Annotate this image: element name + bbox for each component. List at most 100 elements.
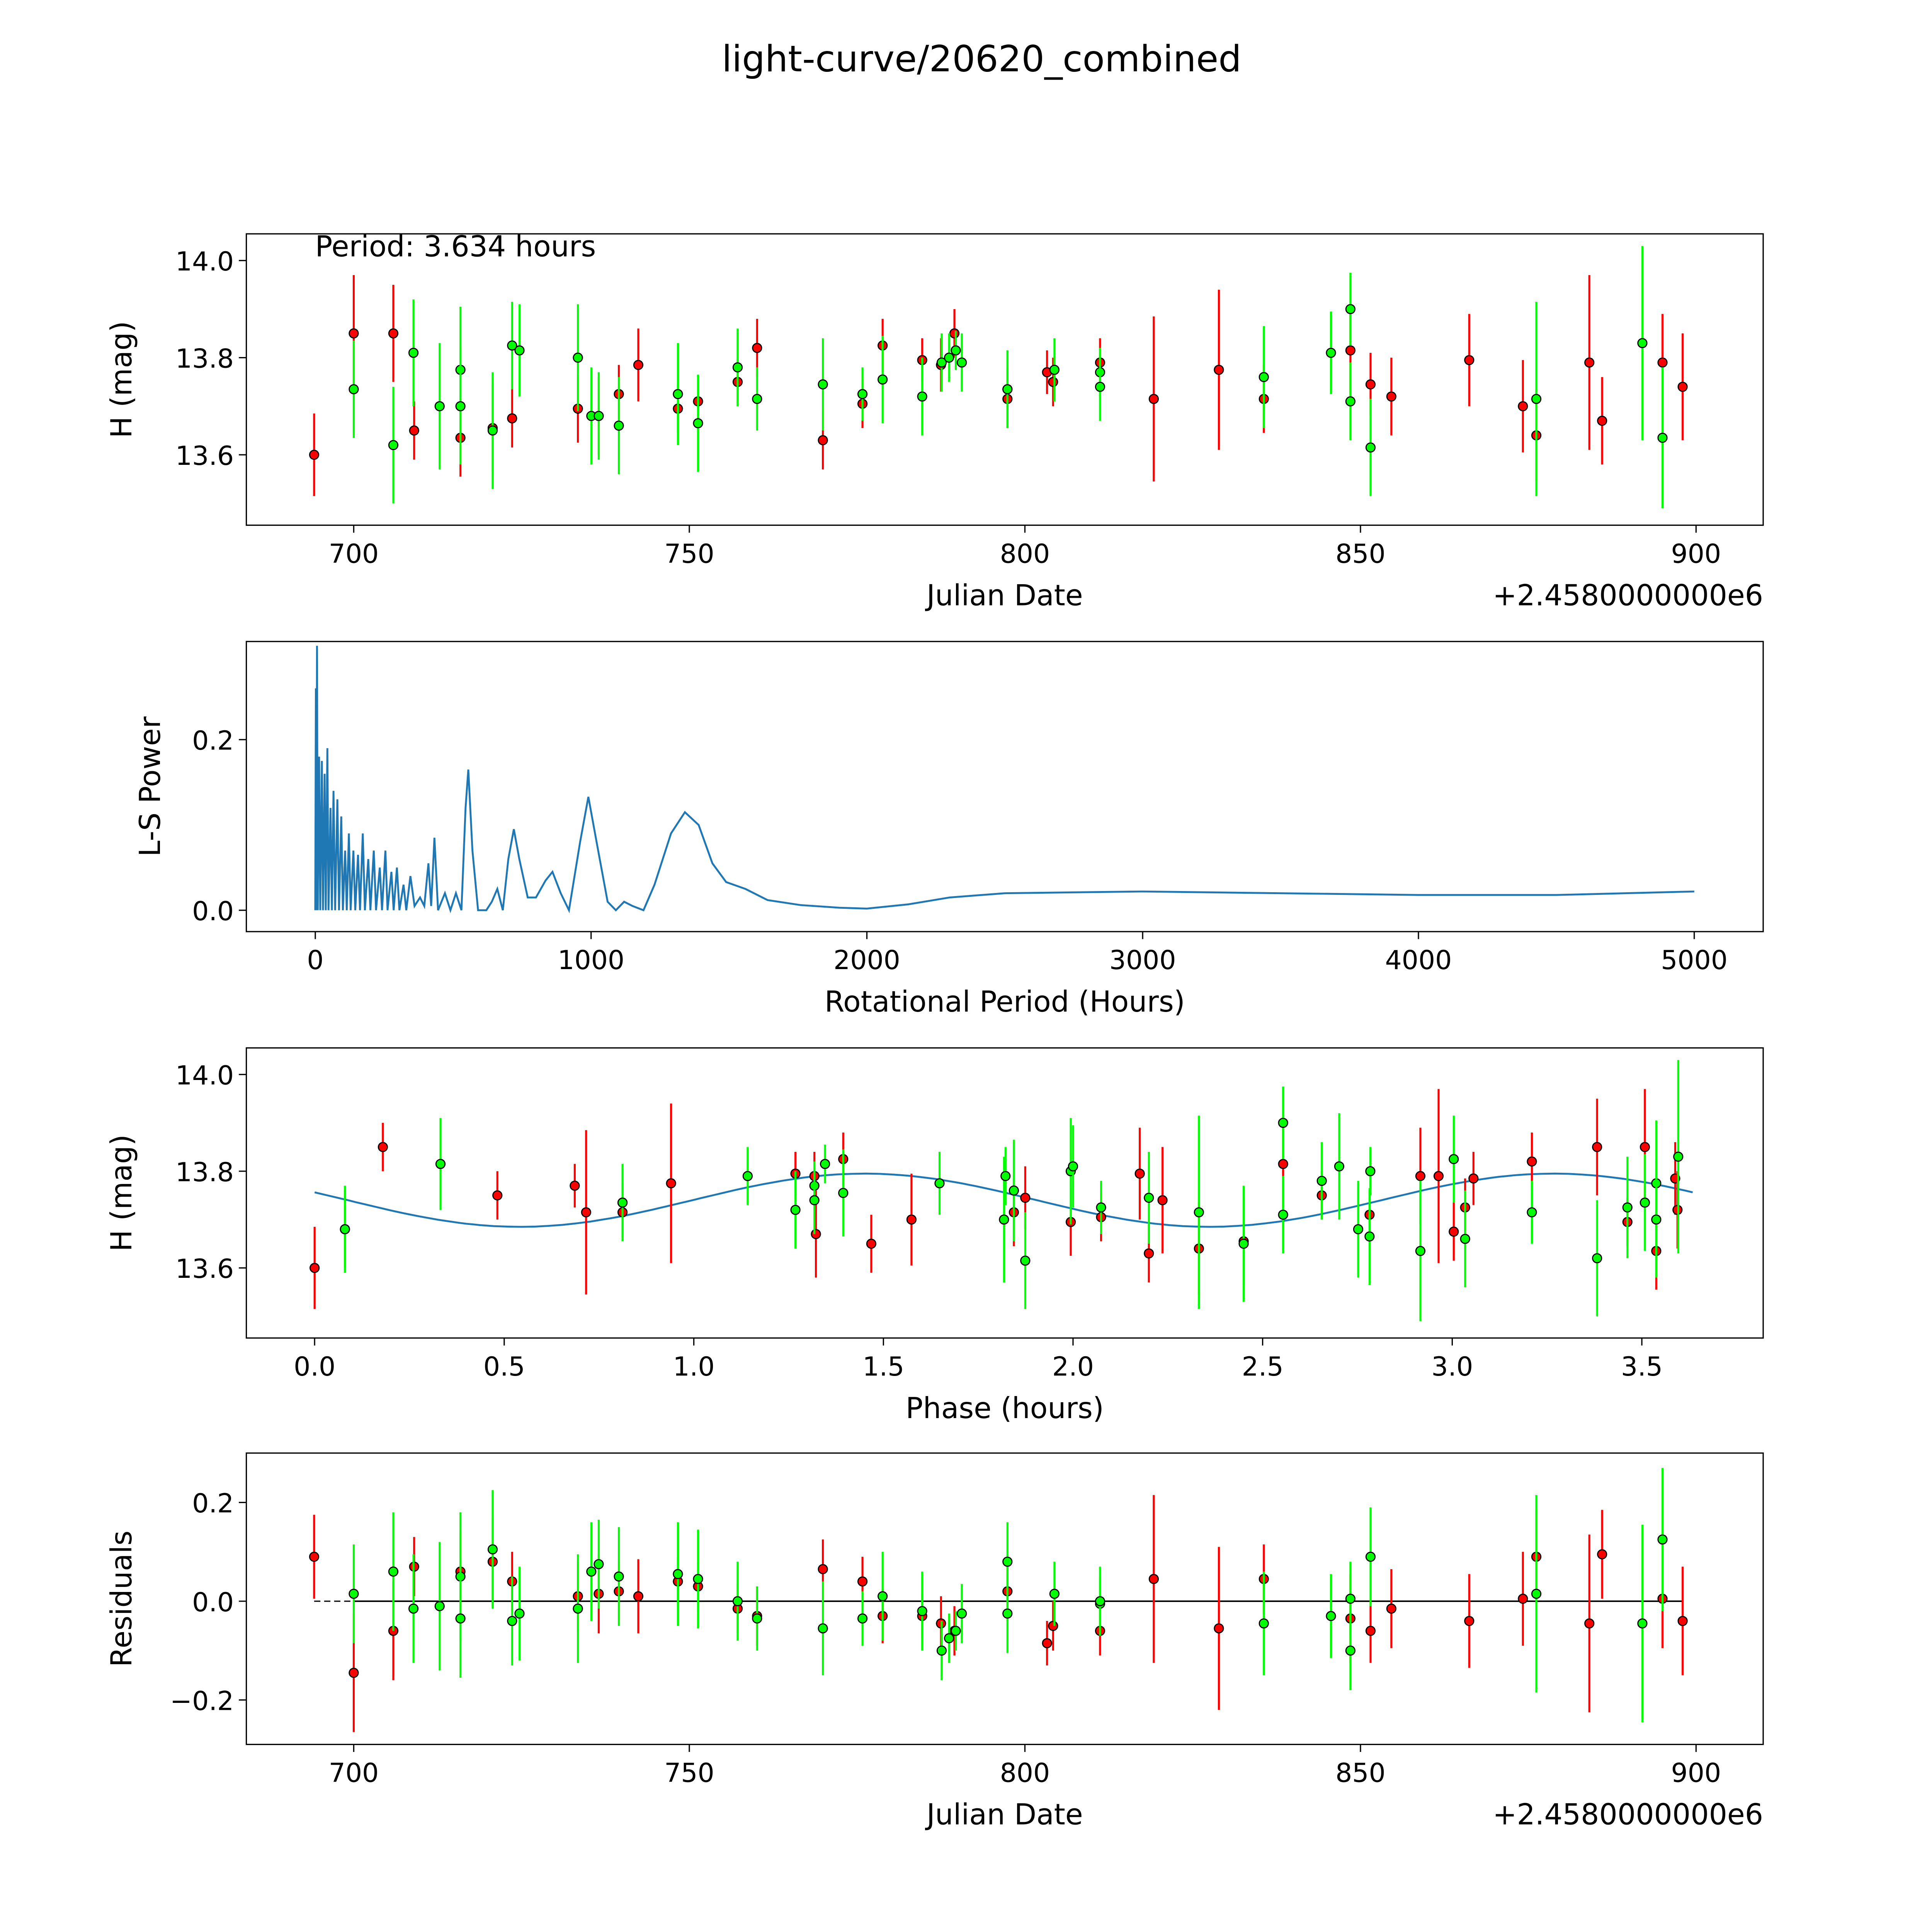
data-point <box>408 347 419 358</box>
data-point <box>1637 338 1648 349</box>
data-point <box>617 1197 628 1208</box>
data-point <box>1415 1171 1426 1181</box>
data-point <box>349 1588 359 1599</box>
data-point <box>1345 1594 1355 1604</box>
data-point <box>1518 401 1528 412</box>
data-point <box>1592 1253 1602 1264</box>
data-point <box>1365 442 1376 453</box>
data-point <box>1531 1588 1542 1599</box>
data-point <box>1096 1202 1106 1213</box>
data-point <box>906 1214 917 1225</box>
data-point <box>857 1613 868 1624</box>
data-point <box>1657 357 1668 368</box>
data-point <box>570 1180 580 1191</box>
data-point <box>732 1596 743 1607</box>
data-point <box>435 1159 446 1169</box>
data-point <box>957 357 967 368</box>
x-tick-label: 800 <box>1000 539 1050 569</box>
data-point <box>409 425 419 436</box>
data-point <box>1345 304 1355 315</box>
x-tick-label: 900 <box>1671 1758 1721 1789</box>
data-point <box>1144 1248 1154 1259</box>
figure-title: light-curve/20620_combined <box>722 38 1242 80</box>
data-point <box>1326 1611 1336 1621</box>
data-point <box>1148 1574 1159 1584</box>
data-point <box>1002 1556 1013 1567</box>
data-point <box>1278 1117 1288 1128</box>
data-point <box>1677 1616 1688 1626</box>
data-point <box>878 1591 888 1602</box>
data-point <box>1449 1226 1459 1237</box>
axes-frame <box>245 233 1764 526</box>
y-tick-label: 0.0 <box>192 896 234 927</box>
x-tick-label: 700 <box>329 1758 379 1789</box>
data-point <box>633 1591 644 1602</box>
light-curve-panel: 700 750 800 850 900 13.6 13.8 14.0 Julian Date H … <box>105 233 1764 612</box>
data-point <box>1278 1159 1288 1169</box>
data-point <box>1415 1246 1426 1256</box>
y-tick-label: 13.6 <box>175 441 234 471</box>
data-point <box>388 328 399 338</box>
data-point <box>944 352 954 363</box>
data-point <box>878 374 888 385</box>
data-point <box>1042 1638 1052 1648</box>
y-tick-label: 13.8 <box>175 344 234 374</box>
data-point <box>857 1576 868 1587</box>
x-tick-label: 0 <box>307 945 323 976</box>
data-point <box>1334 1161 1345 1172</box>
x-tick-label: 850 <box>1335 1758 1386 1789</box>
data-point <box>1460 1234 1470 1244</box>
data-point <box>1020 1255 1031 1266</box>
y-tick-label: 14.0 <box>175 247 234 277</box>
x-tick-label: 3.0 <box>1431 1352 1473 1382</box>
data-point <box>1068 1161 1078 1172</box>
data-point <box>1651 1214 1662 1225</box>
data-point <box>310 1263 320 1273</box>
data-point <box>673 1569 683 1579</box>
data-point <box>957 1608 967 1619</box>
data-point <box>1345 1645 1355 1656</box>
x-tick-label: 3000 <box>1109 945 1176 976</box>
data-point <box>1002 384 1013 395</box>
data-point <box>434 1601 445 1611</box>
data-point <box>1637 1618 1648 1629</box>
data-point <box>818 435 828 446</box>
data-point <box>936 1645 947 1656</box>
data-point <box>1386 391 1396 402</box>
data-point <box>1592 1142 1602 1152</box>
data-point <box>1597 415 1607 426</box>
data-point <box>732 362 743 372</box>
data-point <box>1657 1534 1668 1545</box>
data-point <box>1316 1175 1327 1186</box>
periodogram-panel: 0 1000 2000 3000 4000 5000 0.0 0.2 Rotational Pe… <box>133 641 1764 1019</box>
data-point <box>752 343 762 353</box>
data-point <box>1386 1603 1396 1614</box>
data-point <box>309 449 320 460</box>
data-point <box>581 1207 591 1218</box>
data-point <box>790 1205 801 1215</box>
y-axis-label: Residuals <box>105 1531 138 1667</box>
x-tick-label: 3.5 <box>1621 1352 1663 1382</box>
data-point <box>1639 1197 1650 1208</box>
data-point <box>1433 1171 1444 1181</box>
x-tick-label: 4000 <box>1385 945 1452 976</box>
data-point <box>1468 1173 1479 1184</box>
data-point <box>1259 372 1269 383</box>
data-point <box>934 1178 945 1189</box>
data-point <box>818 1564 828 1574</box>
data-point <box>1095 381 1105 392</box>
y-tick-label: 0.2 <box>192 1488 234 1519</box>
data-point <box>1157 1195 1168 1206</box>
data-point <box>1326 347 1336 358</box>
data-point <box>693 418 703 429</box>
y-axis-label: H (mag) <box>105 321 138 438</box>
data-point <box>492 1190 503 1201</box>
data-point <box>309 1551 320 1562</box>
data-point <box>594 1559 604 1570</box>
data-point <box>514 1608 525 1619</box>
data-point <box>1365 1626 1376 1636</box>
data-point <box>1622 1202 1633 1213</box>
y-tick-label: 0.2 <box>192 726 234 756</box>
data-point <box>633 360 644 370</box>
